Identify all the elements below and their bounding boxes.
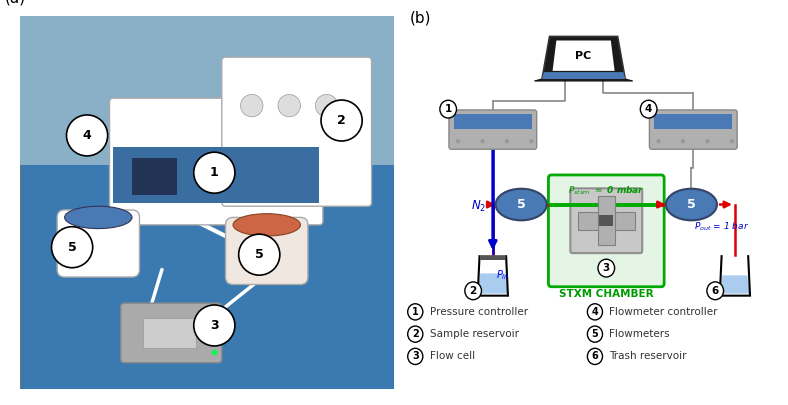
Text: 3: 3 (603, 263, 610, 273)
Text: 1: 1 (210, 166, 219, 179)
Text: STXM CHAMBER: STXM CHAMBER (559, 289, 653, 298)
Text: Flowmeter controller: Flowmeter controller (609, 307, 718, 317)
Text: 5: 5 (517, 198, 526, 211)
FancyBboxPatch shape (143, 318, 195, 348)
Text: (a): (a) (5, 0, 26, 5)
Circle shape (530, 139, 533, 143)
Text: 2: 2 (470, 286, 477, 296)
Circle shape (407, 326, 423, 342)
FancyBboxPatch shape (121, 303, 222, 363)
Text: PC: PC (575, 51, 592, 61)
Polygon shape (542, 72, 625, 79)
FancyBboxPatch shape (600, 215, 613, 226)
FancyBboxPatch shape (132, 158, 177, 195)
Circle shape (194, 152, 235, 193)
FancyBboxPatch shape (110, 98, 323, 225)
Text: 6: 6 (592, 352, 598, 361)
Circle shape (278, 94, 300, 117)
FancyBboxPatch shape (449, 110, 537, 149)
Circle shape (681, 139, 685, 143)
Polygon shape (534, 79, 633, 81)
Text: 5: 5 (255, 248, 264, 261)
Circle shape (456, 139, 460, 143)
FancyBboxPatch shape (20, 16, 394, 389)
Polygon shape (542, 36, 625, 79)
Text: 2: 2 (337, 114, 346, 127)
Text: 4: 4 (592, 307, 598, 317)
FancyBboxPatch shape (649, 110, 737, 149)
Circle shape (587, 348, 603, 364)
Circle shape (656, 139, 660, 143)
Circle shape (465, 282, 481, 300)
Text: $N_2$: $N_2$ (470, 199, 486, 214)
Circle shape (641, 100, 657, 118)
Text: 6: 6 (712, 286, 719, 296)
Circle shape (587, 326, 603, 342)
Ellipse shape (496, 189, 547, 220)
Text: 5: 5 (687, 198, 696, 211)
Circle shape (315, 94, 338, 117)
Circle shape (730, 139, 734, 143)
Polygon shape (478, 273, 507, 294)
Circle shape (598, 259, 615, 277)
Circle shape (440, 100, 456, 118)
Circle shape (505, 139, 509, 143)
Text: 3: 3 (412, 352, 418, 361)
FancyBboxPatch shape (571, 188, 642, 253)
Polygon shape (720, 275, 749, 294)
Circle shape (707, 282, 723, 300)
Text: $P_{out}$ = 1 bar: $P_{out}$ = 1 bar (694, 221, 749, 233)
Circle shape (66, 115, 108, 156)
FancyBboxPatch shape (57, 210, 139, 277)
Circle shape (240, 94, 263, 117)
Circle shape (51, 227, 93, 268)
Text: 4: 4 (645, 104, 652, 114)
Text: 5: 5 (68, 241, 76, 254)
FancyBboxPatch shape (20, 16, 394, 165)
Text: 5: 5 (592, 329, 598, 339)
Polygon shape (552, 40, 615, 71)
Circle shape (239, 234, 280, 275)
Text: Sample reservoir: Sample reservoir (429, 329, 519, 339)
Text: $P_{stxm}$ $\approx$ 0 mbar: $P_{stxm}$ $\approx$ 0 mbar (568, 185, 645, 197)
Circle shape (321, 100, 362, 141)
Text: Trash reservoir: Trash reservoir (609, 352, 687, 361)
FancyBboxPatch shape (454, 114, 532, 129)
FancyBboxPatch shape (654, 114, 732, 129)
Ellipse shape (233, 214, 300, 236)
FancyBboxPatch shape (598, 196, 615, 245)
Ellipse shape (65, 206, 132, 228)
Text: Flowmeters: Flowmeters (609, 329, 670, 339)
Text: 1: 1 (412, 307, 418, 317)
Polygon shape (480, 255, 506, 260)
Text: (b): (b) (410, 10, 431, 25)
Circle shape (407, 304, 423, 320)
FancyBboxPatch shape (578, 212, 634, 230)
FancyBboxPatch shape (113, 147, 319, 202)
Ellipse shape (666, 189, 717, 220)
Text: Flow cell: Flow cell (429, 352, 475, 361)
Circle shape (481, 139, 485, 143)
Text: 2: 2 (412, 329, 418, 339)
Circle shape (705, 139, 709, 143)
FancyBboxPatch shape (222, 57, 372, 206)
Text: $P_{in}$: $P_{in}$ (496, 269, 510, 282)
Text: 3: 3 (210, 319, 218, 332)
Text: 4: 4 (83, 129, 91, 142)
Circle shape (587, 304, 603, 320)
Text: 1: 1 (444, 104, 452, 114)
FancyBboxPatch shape (225, 217, 308, 284)
Text: Pressure controller: Pressure controller (429, 307, 528, 317)
FancyBboxPatch shape (548, 175, 664, 287)
Circle shape (407, 348, 423, 364)
Circle shape (194, 305, 235, 346)
